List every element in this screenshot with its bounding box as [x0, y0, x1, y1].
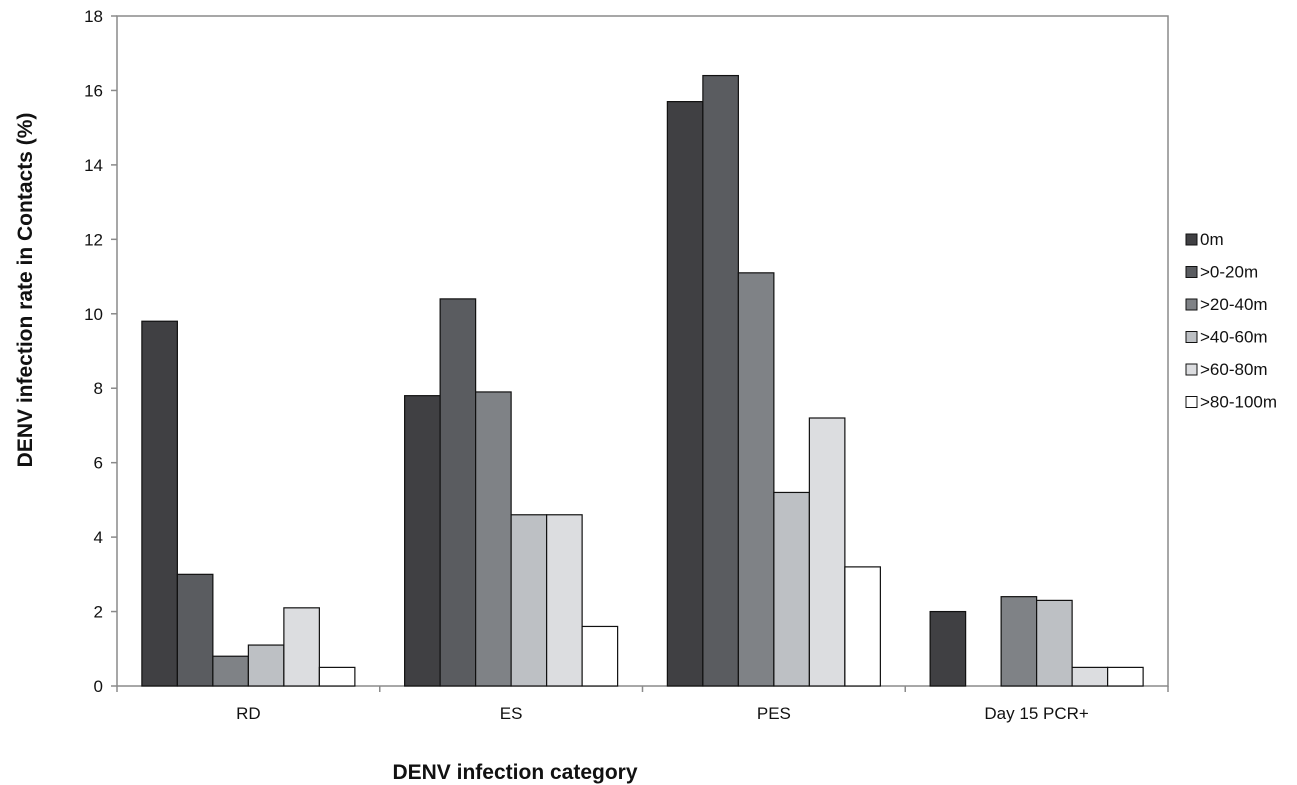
legend-swatch [1185, 331, 1198, 343]
x-axis: RD ES PES Day 15 PCR+ [116, 686, 1169, 723]
bar [929, 610, 967, 687]
x-tick-label: RD [236, 704, 261, 723]
legend-swatch [1185, 298, 1198, 311]
bar [666, 101, 704, 687]
bar [510, 514, 548, 687]
x-tick-label: PES [757, 704, 791, 723]
legend-swatch [1185, 233, 1198, 246]
bar [212, 655, 249, 687]
y-tick-label: 16 [84, 81, 103, 100]
bar [283, 607, 320, 687]
y-tick-label: 8 [94, 379, 103, 398]
legend-label: >60-80m [1200, 360, 1268, 379]
y-tick-label: 12 [84, 230, 103, 249]
bar [581, 625, 619, 687]
y-tick-label: 6 [94, 454, 103, 473]
legend-swatch [1185, 396, 1198, 408]
bar [1036, 599, 1073, 687]
x-tick-label: ES [500, 704, 523, 723]
y-tick-label: 2 [94, 603, 103, 622]
legend-label: >40-60m [1200, 328, 1268, 347]
bar [247, 644, 285, 687]
x-axis-title: DENV infection category [392, 761, 637, 784]
bar [737, 272, 775, 687]
legend-label: >20-40m [1200, 295, 1268, 314]
legend-swatch [1185, 363, 1198, 376]
bar [773, 491, 810, 687]
bar [318, 666, 356, 687]
legend-label: 0m [1200, 230, 1224, 249]
legend-label: >0-20m [1200, 263, 1258, 282]
y-tick-label: 4 [94, 528, 103, 547]
y-axis-title: DENV infection rate in Contacts (%) [14, 113, 37, 468]
bar [1071, 666, 1109, 687]
y-tick-label: 14 [84, 156, 103, 175]
legend: 0m >0-20m >20-40m >40-60m >60-80m >80-100m [1185, 230, 1277, 412]
bar [808, 417, 846, 687]
y-axis: 0 2 4 6 8 10 12 14 16 18 [84, 7, 117, 696]
bar [1107, 666, 1144, 687]
plot-area [116, 15, 1169, 687]
x-tick-label: Day 15 PCR+ [984, 704, 1088, 723]
y-tick-label: 0 [94, 677, 103, 696]
plot-border [116, 15, 1169, 687]
legend-swatch [1185, 266, 1198, 278]
bar [844, 566, 881, 687]
bar [475, 391, 512, 687]
bar [176, 573, 214, 687]
y-tick-label: 10 [84, 305, 103, 324]
bars [141, 74, 1144, 687]
bar [702, 74, 739, 687]
bar [404, 395, 441, 687]
bar [546, 514, 583, 687]
legend-label: >80-100m [1200, 393, 1277, 412]
bar [1000, 596, 1038, 687]
bar [439, 298, 477, 687]
y-tick-label: 18 [84, 7, 103, 26]
bar [141, 320, 178, 687]
